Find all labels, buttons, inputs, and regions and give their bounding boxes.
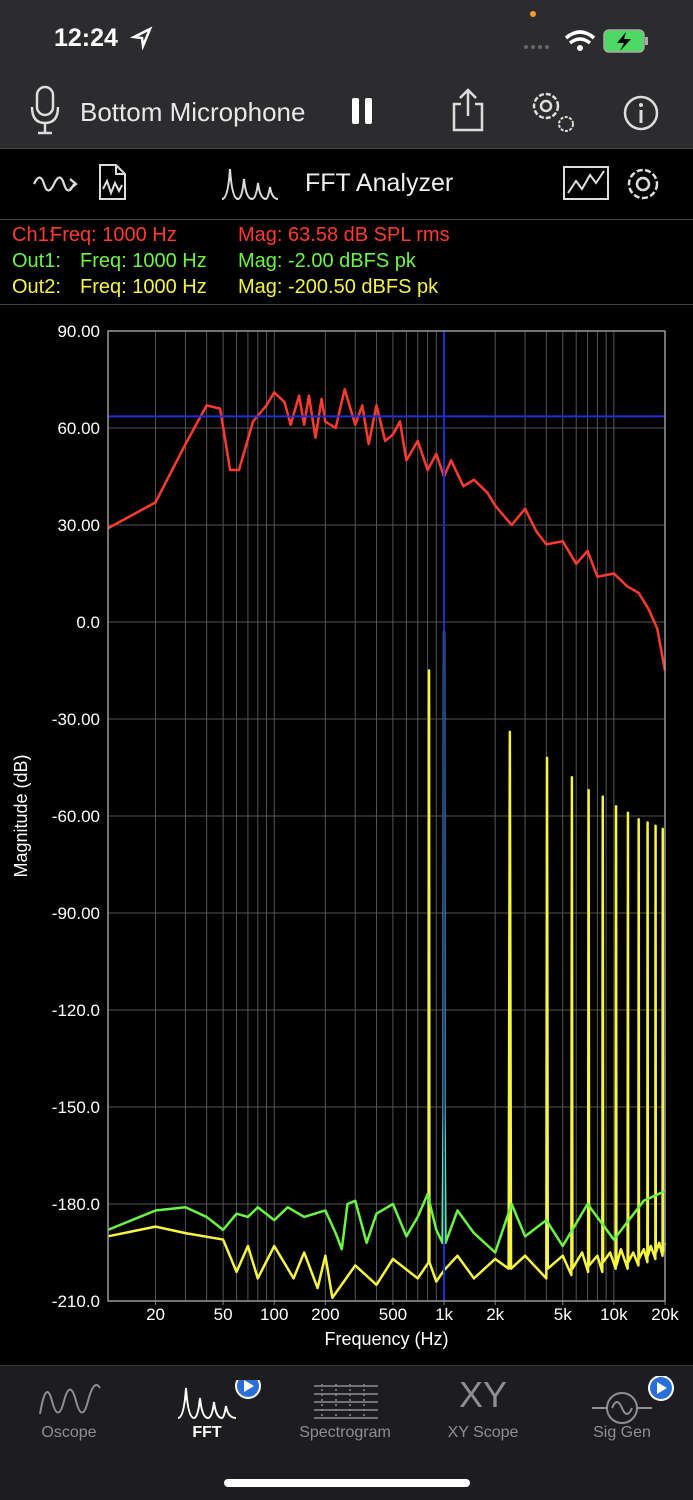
fft-settings-button[interactable]	[624, 165, 662, 203]
y-axis-label: Magnitude (dB)	[11, 754, 31, 877]
y-tick-label: -120.0	[52, 1001, 100, 1020]
spectrogram-icon[interactable]	[312, 1380, 382, 1420]
file-button[interactable]	[98, 163, 128, 201]
y-tick-label: 60.00	[57, 419, 100, 438]
series-line	[107, 669, 667, 1300]
tab-label[interactable]: Spectrogram	[299, 1424, 391, 1441]
microphone-icon[interactable]	[28, 85, 64, 137]
x-tick-label: 10k	[600, 1305, 628, 1324]
y-tick-label: -150.0	[52, 1098, 100, 1117]
readout-freq: Freq: 1000 Hz	[50, 224, 177, 246]
readouts: Ch1: Freq: 1000 Hz Mag: 63.58 dB SPL rms Ou…	[0, 220, 693, 305]
view-header: FFT Analyzer	[0, 148, 693, 220]
y-tick-label: 0.0	[76, 613, 100, 632]
info-button[interactable]	[622, 94, 660, 132]
waveform-button[interactable]	[32, 169, 80, 199]
top-bar: 12:24 Bottom Microphone	[0, 0, 693, 148]
share-button[interactable]	[450, 88, 486, 132]
tab-label[interactable]: Oscope	[41, 1424, 97, 1441]
fft-icon	[221, 168, 279, 201]
x-axis-label: Frequency (Hz)	[324, 1329, 448, 1349]
readout-freq: Freq: 1000 Hz	[80, 250, 207, 272]
readout-freq: Freq: 1000 Hz	[80, 276, 207, 298]
x-tick-label: 100	[260, 1305, 288, 1324]
readout-mag: Mag: -2.00 dBFS pk	[238, 250, 416, 272]
x-tick-label: 500	[379, 1305, 407, 1324]
tab-bar: XY Oscope FFT Spectrogram XY Scope Sig G…	[0, 1365, 693, 1500]
xy-icon[interactable]: XY	[458, 1374, 508, 1415]
x-tick-label: 50	[214, 1305, 233, 1324]
plot-frame	[107, 330, 666, 1302]
x-tick-label: 20	[146, 1305, 165, 1324]
view-title: FFT Analyzer	[305, 169, 454, 197]
y-tick-label: 90.00	[57, 322, 100, 341]
status-icons	[524, 11, 648, 53]
settings-button[interactable]	[528, 88, 578, 136]
x-tick-label: 2k	[486, 1305, 504, 1324]
status-time: 12:24	[54, 24, 118, 52]
y-tick-label: -60.00	[52, 807, 100, 826]
home-indicator	[224, 1479, 470, 1487]
readout-mag: Mag: 63.58 dB SPL rms	[238, 224, 450, 246]
chart-options-button[interactable]	[562, 165, 610, 203]
y-tick-label: -180.0	[52, 1195, 100, 1214]
y-tick-label: -210.0	[52, 1292, 100, 1311]
tab-label[interactable]: Sig Gen	[593, 1424, 651, 1441]
y-tick-label: 30.00	[57, 516, 100, 535]
x-tick-label: 5k	[554, 1305, 572, 1324]
channel-name: Out1:	[12, 250, 61, 272]
channel-name: Out2:	[12, 276, 61, 298]
readout-mag: Mag: -200.50 dBFS pk	[238, 276, 439, 298]
siggen-icon[interactable]	[590, 1376, 682, 1426]
fft-tab-icon[interactable]	[176, 1380, 266, 1422]
channel-name: Ch1:	[12, 224, 55, 246]
x-tick-label: 1k	[435, 1305, 453, 1324]
fft-chart: 90.00 60.00 30.00 0.0 -30.00 -60.00 -90.00 -120…	[11, 322, 679, 1349]
tab-label[interactable]: FFT	[192, 1424, 222, 1441]
oscope-icon[interactable]	[38, 1384, 102, 1418]
y-tick-label: -90.00	[52, 904, 100, 923]
input-source[interactable]: Bottom Microphone	[80, 97, 306, 127]
series-line	[107, 387, 667, 671]
location-icon	[130, 26, 153, 50]
x-tick-label: 20k	[651, 1305, 679, 1324]
tab-label[interactable]: XY Scope	[447, 1424, 519, 1441]
series-line	[107, 630, 666, 1254]
pause-button[interactable]	[348, 96, 378, 128]
y-tick-label: -30.00	[52, 710, 100, 729]
x-tick-label: 200	[311, 1305, 339, 1324]
